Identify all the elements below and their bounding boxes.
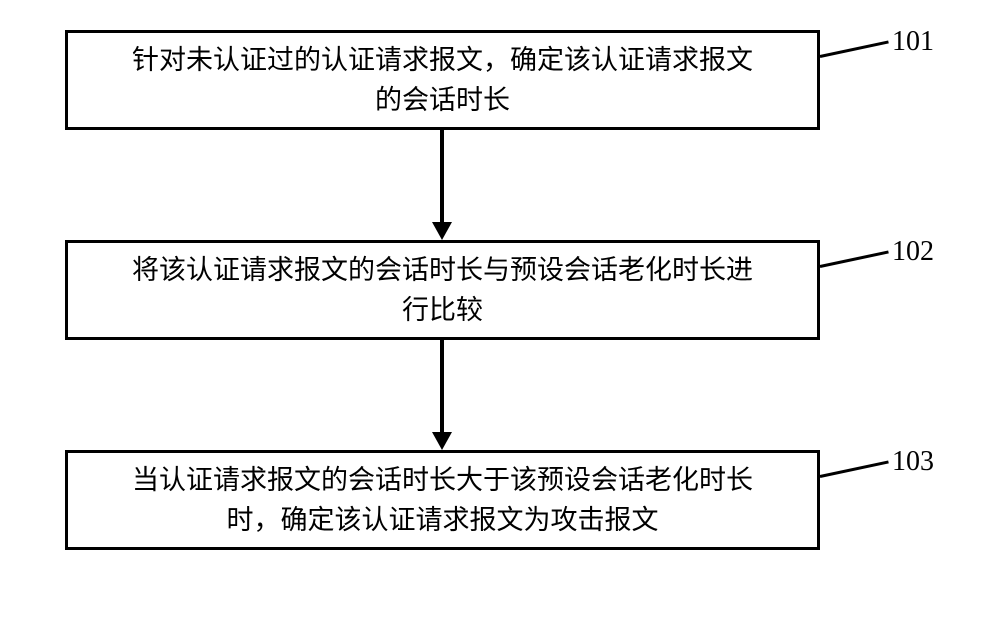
- label-connector-1: [820, 40, 889, 57]
- step-1-line2: 的会话时长: [375, 85, 510, 115]
- label-connector-2: [820, 250, 889, 267]
- step-2-line2: 行比较: [402, 295, 483, 325]
- flowchart-step-2: 将该认证请求报文的会话时长与预设会话老化时长进 行比较: [65, 240, 820, 340]
- flowchart-step-3: 当认证请求报文的会话时长大于该预设会话老化时长 时，确定该认证请求报文为攻击报文: [65, 450, 820, 550]
- arrow-1-head: [432, 222, 452, 240]
- step-1-label: 101: [892, 26, 934, 58]
- step-3-line1: 当认证请求报文的会话时长大于该预设会话老化时长: [132, 465, 753, 495]
- label-connector-3: [820, 460, 889, 477]
- step-1-line1: 针对未认证过的认证请求报文，确定该认证请求报文: [132, 45, 753, 75]
- step-2-label: 102: [892, 236, 934, 268]
- step-2-line1: 将该认证请求报文的会话时长与预设会话老化时长进: [132, 255, 753, 285]
- arrow-2-head: [432, 432, 452, 450]
- step-3-line2: 时，确定该认证请求报文为攻击报文: [227, 505, 659, 535]
- step-2-text: 将该认证请求报文的会话时长与预设会话老化时长进 行比较: [132, 250, 753, 331]
- flowchart-step-1: 针对未认证过的认证请求报文，确定该认证请求报文 的会话时长: [65, 30, 820, 130]
- step-1-text: 针对未认证过的认证请求报文，确定该认证请求报文 的会话时长: [132, 40, 753, 121]
- arrow-2-line: [440, 340, 444, 432]
- step-3-label: 103: [892, 446, 934, 478]
- arrow-1-line: [440, 130, 444, 222]
- step-3-text: 当认证请求报文的会话时长大于该预设会话老化时长 时，确定该认证请求报文为攻击报文: [132, 460, 753, 541]
